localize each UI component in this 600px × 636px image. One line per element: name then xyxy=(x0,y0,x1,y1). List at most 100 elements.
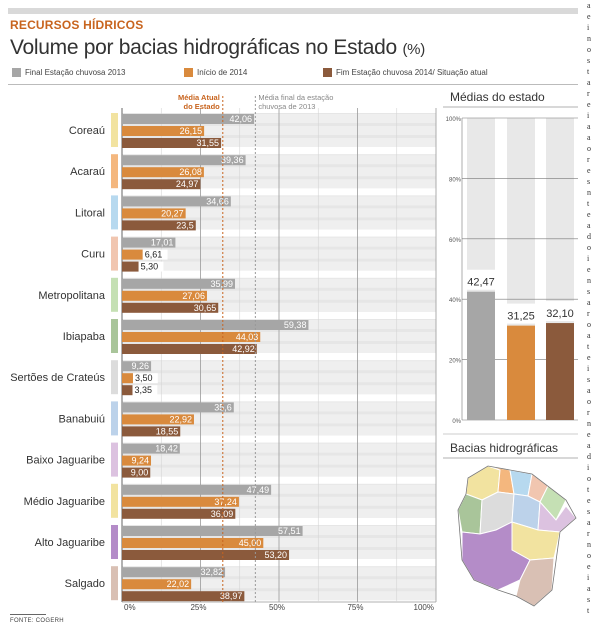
bar xyxy=(122,344,257,354)
category-label: Litoral xyxy=(75,207,105,219)
bar xyxy=(122,208,186,219)
bar xyxy=(122,373,133,384)
legend-item-2013: Final Estação chuvosa 2013 xyxy=(12,68,126,77)
bar xyxy=(122,443,180,454)
category-color-tab xyxy=(111,525,118,559)
column-text-fragment: s xyxy=(587,375,591,384)
legend-rule xyxy=(8,84,578,85)
bar-value-label: 42,92 xyxy=(232,344,255,354)
bar xyxy=(122,467,151,478)
column-text-fragment: e xyxy=(587,166,591,175)
average-value-label: 42,47 xyxy=(467,277,495,289)
map-title: Bacias hidrográficas xyxy=(450,441,559,455)
legend-swatch xyxy=(12,68,21,77)
title-unit: (%) xyxy=(402,41,425,58)
column-text-fragment: t xyxy=(587,485,590,494)
bar xyxy=(122,179,201,190)
title-text: Volume por bacias hidrográficas no Estad… xyxy=(10,36,397,59)
legend-swatch xyxy=(323,68,332,77)
x-tick-label: 50% xyxy=(269,603,285,612)
bar-value-label: 34,66 xyxy=(206,196,229,206)
column-text-fragment: n xyxy=(587,34,591,43)
column-text-fragment: a xyxy=(587,78,591,87)
bar-value-label: 22,92 xyxy=(169,414,192,424)
bar xyxy=(122,196,231,207)
bar-value-label: 9,24 xyxy=(131,456,149,466)
column-text-fragment: e xyxy=(587,265,591,274)
column-text-fragment: a xyxy=(587,122,591,131)
column-text-fragment: r xyxy=(587,529,590,538)
category-color-tab xyxy=(111,319,118,353)
category-color-tab xyxy=(111,401,118,436)
column-text-fragment: e xyxy=(587,496,591,505)
category-label: Baixo Jaguaribe xyxy=(26,455,105,467)
average-label-box xyxy=(544,301,576,322)
bar xyxy=(122,126,205,136)
category-label: Médio Jaguaribe xyxy=(24,496,105,508)
column-text-fragment: o xyxy=(587,144,591,153)
column-text-fragment: d xyxy=(587,452,591,461)
y-tick-label: 80% xyxy=(449,177,462,183)
category-color-tab xyxy=(111,113,118,147)
bar xyxy=(122,290,207,301)
bar xyxy=(122,402,234,413)
column-text-fragment: o xyxy=(587,397,591,406)
bar xyxy=(122,538,264,548)
bar-value-label: 26,08 xyxy=(179,167,202,177)
column-text-fragment: s xyxy=(587,507,591,516)
column-text-fragment: t xyxy=(587,342,590,351)
bar xyxy=(122,220,196,231)
state-outline xyxy=(457,465,577,607)
column-text-fragment: r xyxy=(587,408,590,417)
column-text-fragment: e xyxy=(587,12,591,21)
category-label: Banabuiú xyxy=(59,413,106,425)
category-color-tab xyxy=(111,442,118,477)
legend-item-2014-start: Início de 2014 xyxy=(184,68,247,77)
bar xyxy=(122,426,181,437)
bar-value-label: 39,36 xyxy=(221,155,244,165)
column-text-fragment: i xyxy=(587,463,590,472)
bar xyxy=(122,591,245,602)
category-color-tab xyxy=(111,195,118,230)
bar xyxy=(122,114,255,124)
y-tick-label: 40% xyxy=(449,298,462,304)
average-value-label: 32,10 xyxy=(546,308,574,320)
average-value-label: 31,25 xyxy=(507,311,535,323)
column-text-fragment: n xyxy=(587,276,591,285)
bar xyxy=(122,237,176,248)
column-text-fragment: r xyxy=(587,89,590,98)
category-color-tab xyxy=(111,277,118,312)
column-text-fragment: i xyxy=(587,111,590,120)
column-text-fragment: o xyxy=(587,474,591,483)
legend-swatch xyxy=(184,68,193,77)
x-tick-label: 25% xyxy=(190,603,206,612)
bar-value-label: 37,24 xyxy=(214,497,237,507)
category-color-tab xyxy=(111,483,118,518)
bar-value-label: 31,55 xyxy=(197,138,220,148)
x-tick-label: 100% xyxy=(414,603,434,612)
bar-value-label: 23,5 xyxy=(176,220,194,230)
bar xyxy=(122,496,239,507)
column-text-fragment: r xyxy=(587,309,590,318)
bar xyxy=(122,278,236,289)
y-tick-label: 60% xyxy=(449,238,462,244)
category-label: Ibiapaba xyxy=(63,331,106,343)
basin-region xyxy=(457,493,483,535)
bar-label-box xyxy=(132,385,158,396)
bar xyxy=(122,155,246,166)
bars-layer: 0% 25% 50% 75% 100% Coreaú Acaraú Litoral Curu Me… xyxy=(10,93,437,612)
bar-value-label: 18,42 xyxy=(155,444,178,454)
column-text-fragment: s xyxy=(587,56,591,65)
bar xyxy=(122,361,152,372)
column-text-fragment: a xyxy=(587,298,591,307)
bar-value-label: 32,82 xyxy=(201,567,224,577)
bar-value-label: 57,51 xyxy=(278,526,301,536)
bar xyxy=(122,249,143,260)
legend-label: Final Estação chuvosa 2013 xyxy=(25,68,126,77)
bar-label-box xyxy=(132,373,158,384)
bar xyxy=(122,302,219,313)
column-text-fragment: t xyxy=(587,67,590,76)
column-text-fragment: e xyxy=(587,100,591,109)
bar-value-label: 59,38 xyxy=(284,320,307,330)
column-text-fragment: a xyxy=(587,584,591,593)
